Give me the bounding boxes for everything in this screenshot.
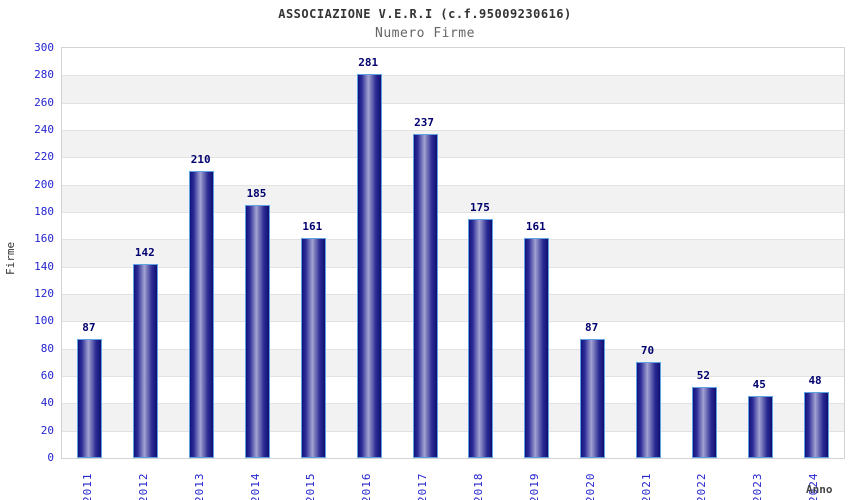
x-tick-label: 2014 [248, 472, 262, 500]
bar-2022 [691, 387, 717, 458]
chart-subtitle: Numero Firme [375, 26, 475, 41]
y-tick-label: 200 [34, 177, 54, 191]
bar-2016 [356, 74, 382, 458]
gridline [62, 102, 844, 104]
grid-band [62, 294, 844, 322]
bar-2013 [189, 171, 215, 458]
y-tick-label: 220 [34, 150, 54, 164]
gridline [62, 430, 844, 432]
gridline [62, 157, 844, 159]
x-tick-label: 2012 [136, 472, 150, 500]
y-tick-label: 180 [34, 205, 54, 218]
x-tick-label: 2015 [304, 472, 318, 500]
grid-band [62, 102, 844, 130]
gridline [62, 266, 844, 268]
x-tick-label: 2016 [360, 472, 374, 500]
bar-value-label: 175 [469, 201, 490, 214]
bar-2021 [636, 362, 661, 458]
gridline [62, 348, 844, 350]
y-tick-label: 80 [40, 341, 54, 355]
bar-value-label: 281 [358, 56, 379, 69]
bar-2023 [747, 396, 773, 458]
bar-2024 [803, 392, 829, 458]
gridline [62, 239, 844, 241]
bar-value-label: 237 [414, 116, 434, 129]
bar-2017 [412, 134, 438, 458]
x-tick-label: 2021 [639, 472, 653, 500]
gridline [62, 294, 844, 295]
bar-value-label: 87 [585, 321, 599, 334]
y-tick-label: 140 [34, 259, 54, 273]
bar-value-label: 52 [696, 369, 710, 382]
x-axis-title: Anno [806, 483, 833, 496]
y-tick-label: 260 [34, 95, 54, 109]
y-tick-label: 280 [34, 68, 54, 82]
x-tick-label: 2020 [583, 472, 597, 500]
bar-value-label: 161 [525, 220, 546, 233]
grid-band [62, 212, 844, 240]
bar-2019 [524, 238, 550, 458]
grid-band [62, 266, 844, 294]
bar-value-label: 70 [640, 344, 655, 357]
gridline [62, 184, 844, 186]
gridline [62, 130, 844, 131]
grid-band [62, 130, 844, 158]
bar-value-label: 185 [246, 187, 267, 200]
gridline [62, 321, 844, 323]
x-tick-label: 2011 [80, 472, 94, 500]
x-tick-label: 2018 [471, 472, 485, 500]
grid-band [62, 239, 844, 267]
bar-2011 [77, 339, 103, 458]
x-tick-label: 2013 [192, 472, 206, 500]
y-tick-label: 40 [40, 396, 54, 410]
gridline [62, 212, 844, 213]
x-tick-label: 2023 [751, 472, 765, 500]
grid-band [62, 75, 844, 103]
plot-area [61, 47, 845, 459]
gridline [62, 75, 844, 77]
bar-2014 [245, 205, 270, 458]
bar-value-label: 45 [752, 378, 766, 391]
bar-2020 [580, 339, 606, 458]
bar-value-label: 210 [190, 153, 211, 166]
y-tick-label: 300 [34, 41, 54, 54]
bar-2015 [300, 238, 326, 458]
x-tick-label: 2019 [527, 472, 541, 500]
y-tick-label: 0 [47, 451, 54, 464]
bar-value-label: 87 [82, 321, 96, 334]
grid-band [62, 430, 844, 458]
x-tick-label: 2017 [416, 472, 430, 500]
gridline [62, 403, 844, 405]
x-tick-label: 2022 [695, 472, 709, 500]
y-tick-label: 100 [34, 314, 54, 328]
grid-band [62, 321, 844, 349]
y-tick-label: 240 [34, 123, 54, 136]
gridline [62, 376, 844, 377]
y-tick-label: 160 [34, 232, 54, 246]
bar-value-label: 161 [302, 220, 323, 233]
bar-value-label: 48 [808, 374, 822, 387]
bar-2018 [468, 219, 494, 458]
y-tick-label: 120 [34, 287, 54, 300]
bar-value-label: 142 [134, 246, 155, 259]
grid-band [62, 403, 844, 431]
y-tick-label: 60 [40, 369, 54, 382]
bar-2012 [133, 264, 159, 458]
y-tick-label: 20 [40, 423, 54, 437]
chart-title: ASSOCIAZIONE V.E.R.I (c.f.95009230616) [278, 7, 572, 21]
grid-band [62, 48, 844, 76]
